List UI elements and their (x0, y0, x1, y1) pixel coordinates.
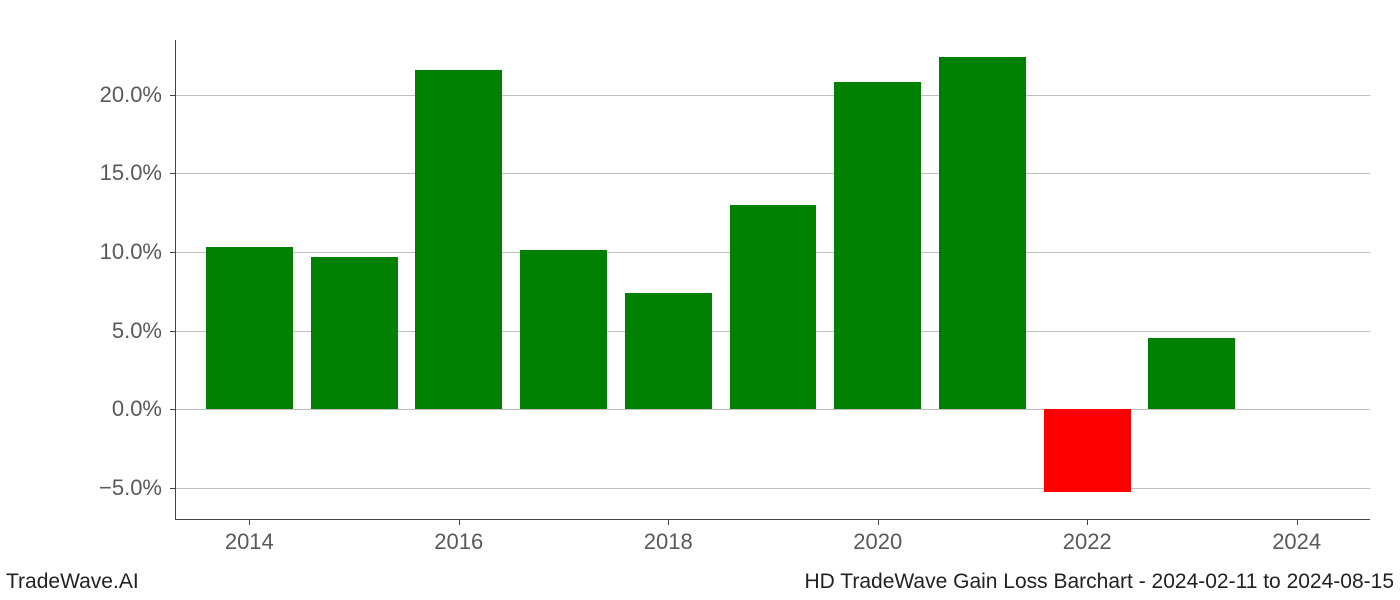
bar (730, 205, 817, 409)
gridline (176, 488, 1370, 489)
bar (206, 247, 293, 409)
xtick-label: 2022 (1063, 529, 1112, 555)
ytick-mark (170, 173, 176, 174)
xtick-mark (1297, 519, 1298, 525)
xtick-label: 2014 (225, 529, 274, 555)
bar (520, 250, 607, 409)
ytick-mark (170, 252, 176, 253)
ytick-label: −5.0% (99, 475, 162, 501)
chart-container: −5.0%0.0%5.0%10.0%15.0%20.0%201420162018… (175, 40, 1370, 520)
footer-left-text: TradeWave.AI (6, 570, 139, 594)
xtick-mark (668, 519, 669, 525)
gridline (176, 95, 1370, 96)
bar (1148, 338, 1235, 409)
gridline (176, 173, 1370, 174)
bar (625, 293, 712, 409)
xtick-label: 2016 (434, 529, 483, 555)
xtick-label: 2024 (1272, 529, 1321, 555)
xtick-mark (249, 519, 250, 525)
footer-right-text: HD TradeWave Gain Loss Barchart - 2024-0… (805, 570, 1394, 594)
xtick-mark (459, 519, 460, 525)
ytick-label: 15.0% (100, 160, 162, 186)
bar (311, 257, 398, 409)
ytick-mark (170, 488, 176, 489)
xtick-mark (1087, 519, 1088, 525)
ytick-label: 20.0% (100, 82, 162, 108)
ytick-label: 0.0% (112, 396, 162, 422)
bar (1044, 409, 1131, 492)
ytick-mark (170, 409, 176, 410)
xtick-mark (878, 519, 879, 525)
ytick-mark (170, 95, 176, 96)
ytick-label: 10.0% (100, 239, 162, 265)
bar (834, 82, 921, 409)
bar (939, 57, 1026, 409)
gridline (176, 409, 1370, 410)
plot-area: −5.0%0.0%5.0%10.0%15.0%20.0%201420162018… (175, 40, 1370, 520)
xtick-label: 2020 (853, 529, 902, 555)
xtick-label: 2018 (644, 529, 693, 555)
ytick-mark (170, 331, 176, 332)
ytick-label: 5.0% (112, 318, 162, 344)
bar (415, 70, 502, 409)
